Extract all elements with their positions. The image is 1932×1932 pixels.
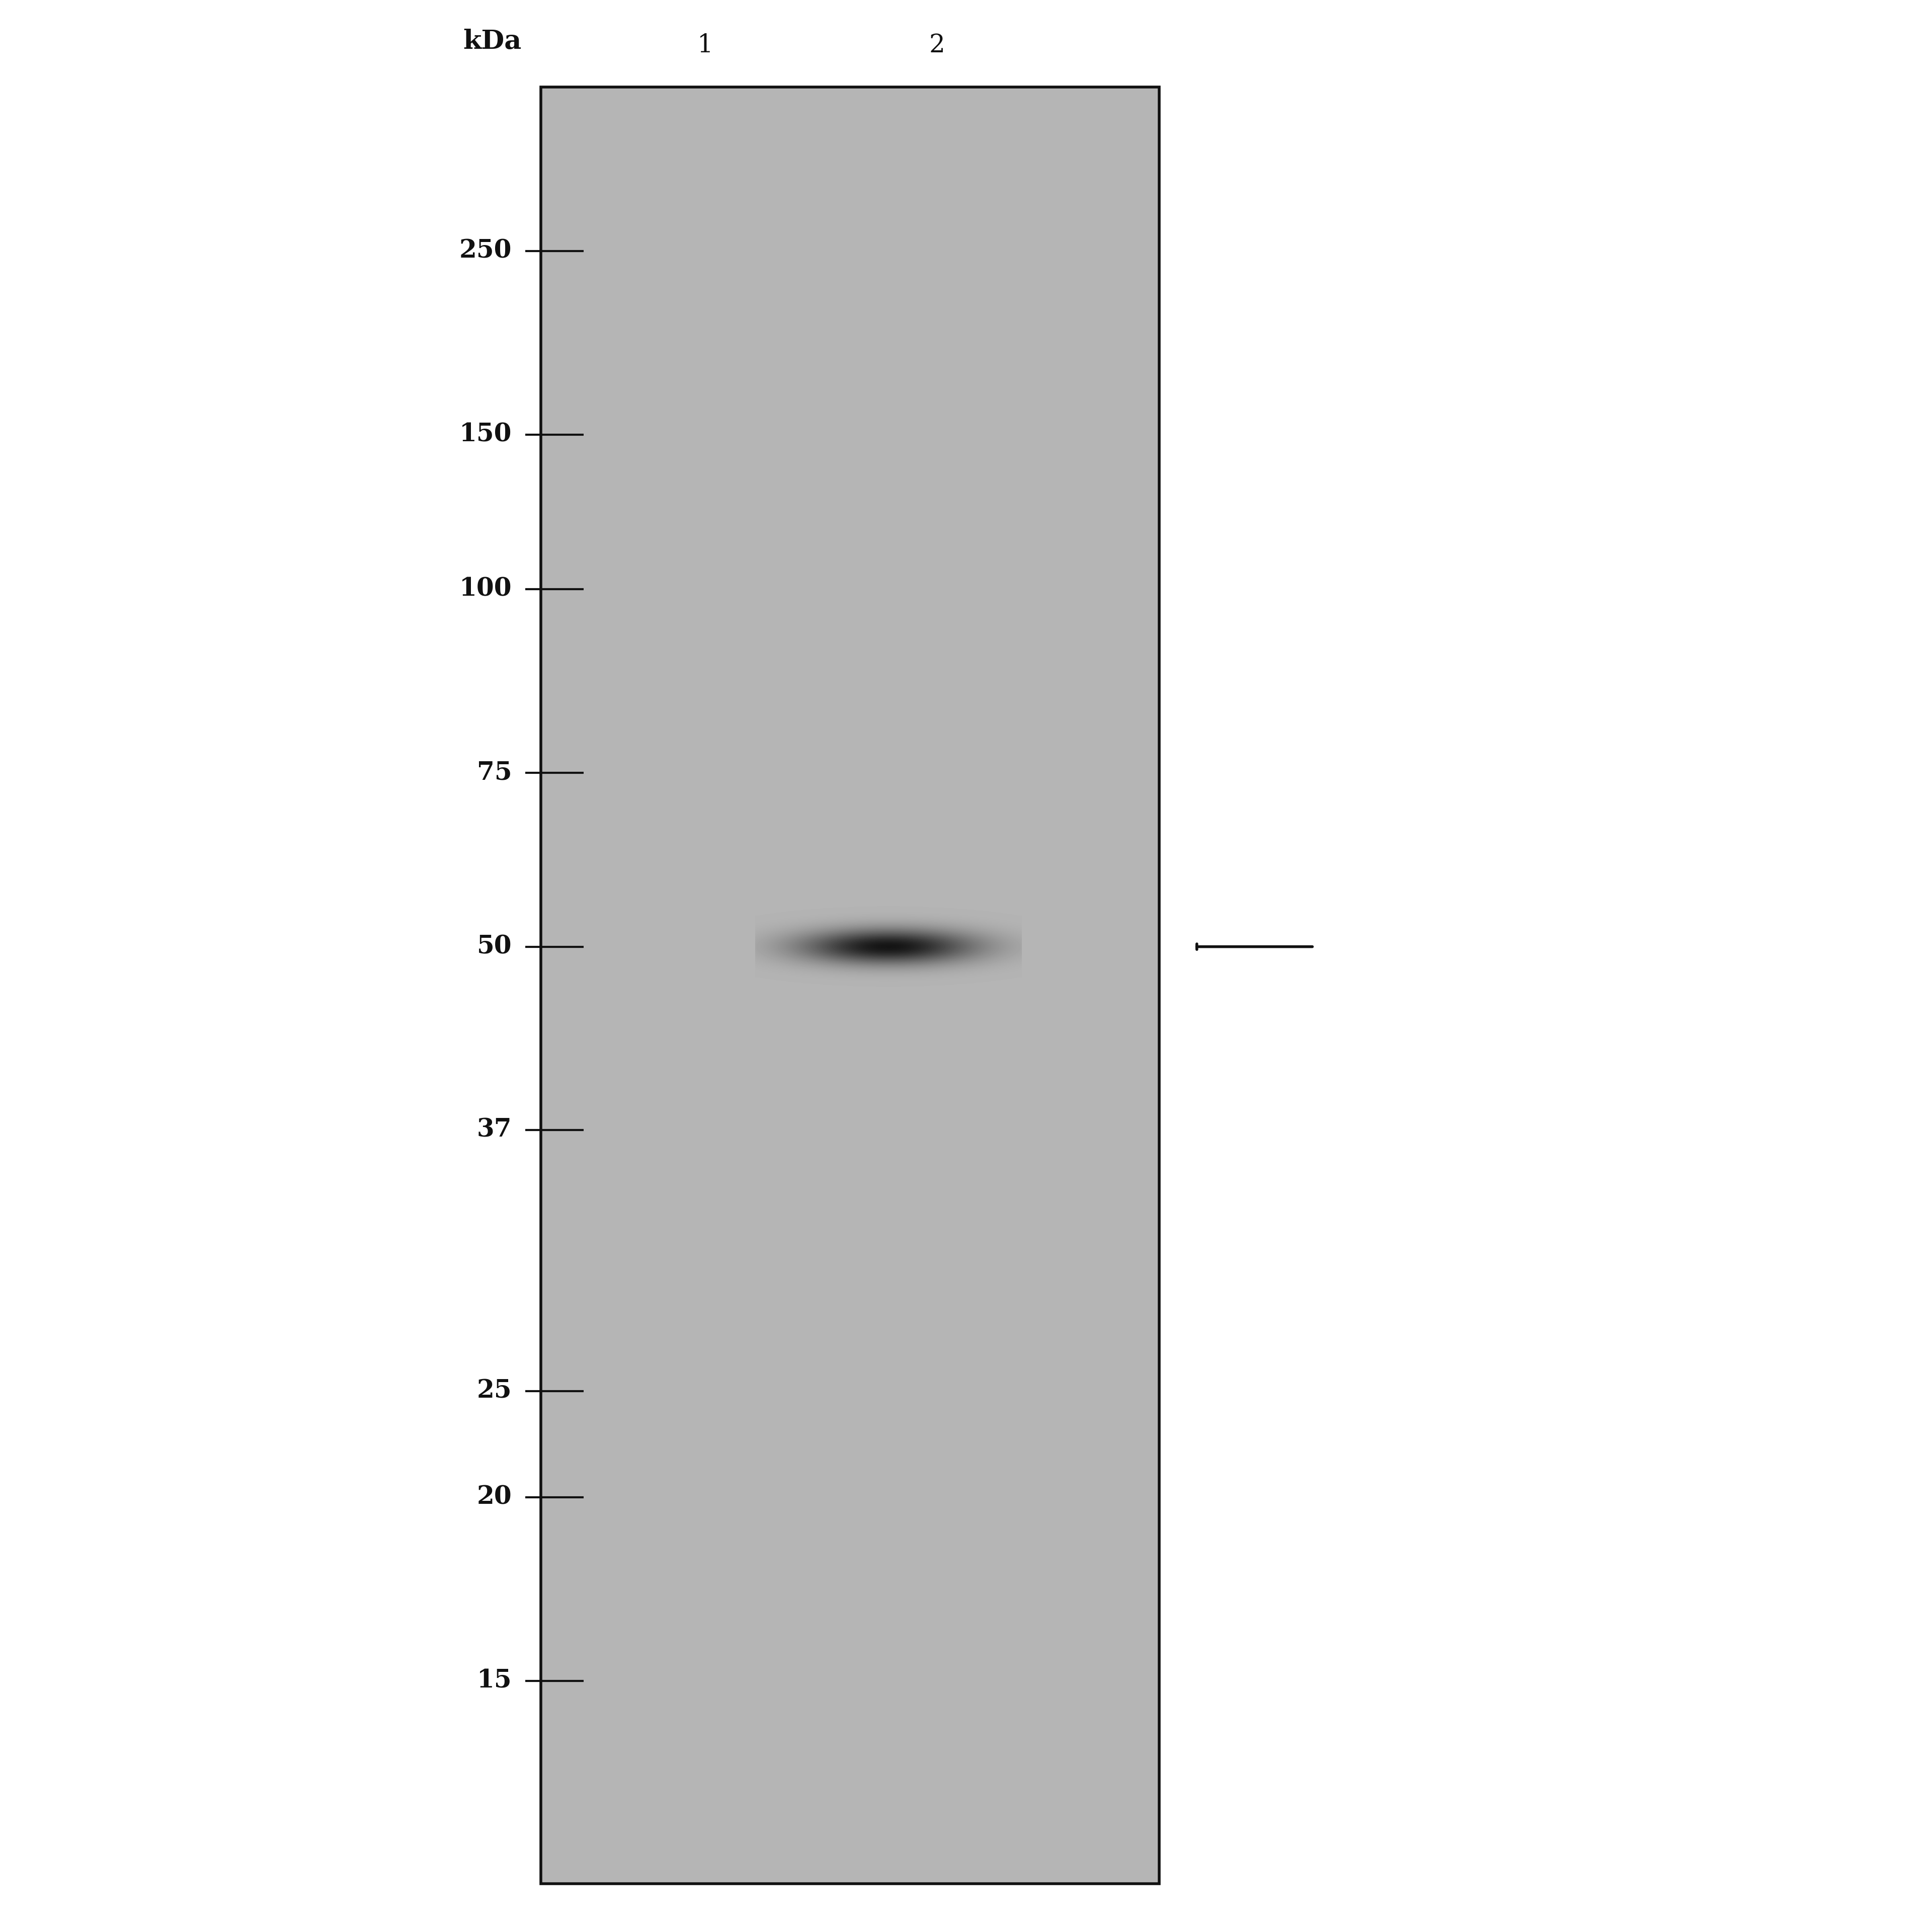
Text: 25: 25 xyxy=(477,1379,512,1403)
Bar xyxy=(541,87,1159,1884)
Text: 1: 1 xyxy=(697,33,713,58)
Text: 150: 150 xyxy=(460,423,512,446)
Text: 20: 20 xyxy=(477,1486,512,1509)
Text: kDa: kDa xyxy=(464,29,522,54)
Text: 50: 50 xyxy=(477,935,512,958)
Text: 75: 75 xyxy=(477,761,512,784)
Text: 2: 2 xyxy=(929,33,945,58)
Text: 15: 15 xyxy=(477,1669,512,1692)
Text: 100: 100 xyxy=(460,578,512,601)
Text: 250: 250 xyxy=(460,240,512,263)
Text: 37: 37 xyxy=(477,1119,512,1142)
